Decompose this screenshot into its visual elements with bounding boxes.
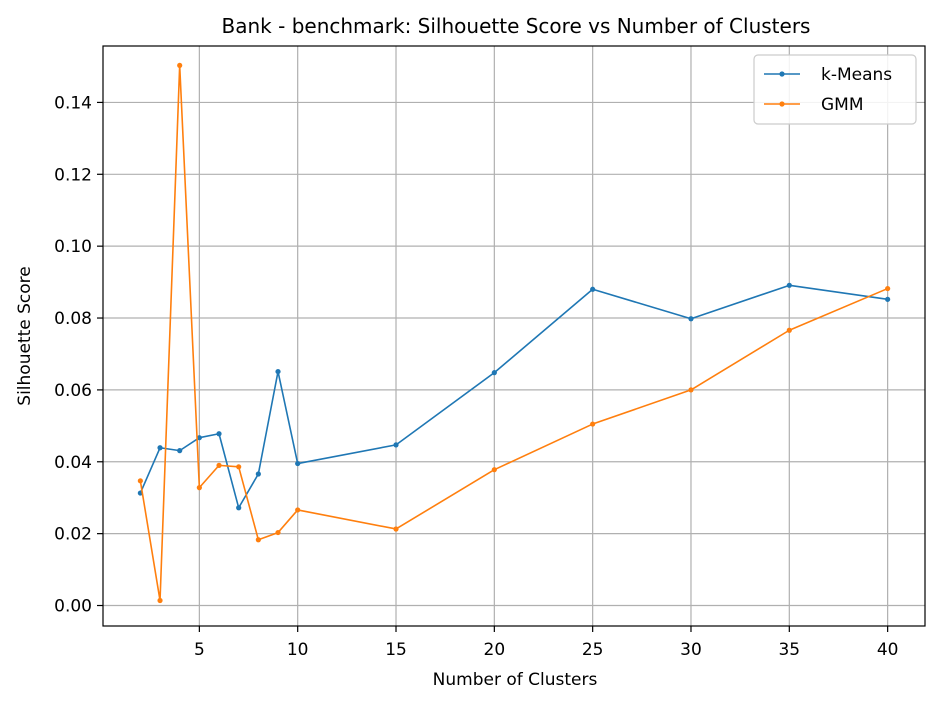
data-point (491, 370, 497, 376)
data-point (393, 526, 399, 532)
data-point (255, 537, 261, 543)
data-point (157, 597, 163, 604)
chart-title: Bank - benchmark: Silhouette Score vs Nu… (222, 14, 811, 38)
x-tick-label: 5 (194, 640, 205, 660)
series-1 (137, 62, 891, 604)
data-point (216, 462, 222, 468)
series-layer (137, 62, 891, 604)
legend-label: GMM (821, 95, 864, 115)
data-point (196, 485, 202, 491)
data-point (786, 327, 792, 333)
data-point (177, 62, 183, 69)
data-point (295, 507, 301, 513)
data-point (137, 478, 143, 484)
x-tick-label: 35 (778, 640, 800, 660)
data-point (885, 285, 891, 292)
x-tick-label: 30 (680, 640, 702, 660)
y-tick-label: 0.10 (54, 237, 92, 257)
data-point (393, 442, 399, 448)
legend-marker (779, 71, 785, 77)
data-point (275, 529, 281, 536)
x-tick-label: 20 (484, 640, 506, 660)
legend-marker (779, 101, 785, 107)
data-point (157, 445, 163, 451)
axis-ticks: 5 10 15 20 25 30 35 40 0.00 0.02 0.04 0.06 0.08 0.10 0… (54, 93, 898, 660)
x-tick-label: 25 (582, 640, 604, 660)
data-point (236, 464, 242, 470)
y-axis-label: Silhouette Score (15, 266, 35, 405)
series-line (139, 284, 888, 509)
data-point (885, 296, 891, 302)
grid-lines (103, 46, 925, 626)
data-point (688, 316, 694, 322)
series-line (139, 64, 888, 602)
x-axis-label: Number of Clusters (433, 670, 598, 690)
y-tick-label: 0.12 (54, 165, 92, 185)
data-point (177, 448, 183, 454)
legend: k-Means GMM (753, 54, 917, 125)
plot-frame (102, 45, 926, 627)
y-tick-label: 0.00 (54, 597, 92, 617)
data-point (216, 431, 222, 437)
data-point (275, 368, 281, 375)
data-point (491, 467, 497, 473)
series-0 (137, 282, 891, 511)
data-point (590, 286, 596, 292)
y-tick-label: 0.06 (54, 381, 92, 401)
data-point (236, 505, 242, 511)
x-tick-label: 15 (385, 640, 407, 660)
x-tick-label: 40 (877, 640, 899, 660)
data-point (255, 471, 261, 477)
y-tick-label: 0.02 (54, 525, 92, 545)
legend-box (753, 54, 917, 125)
data-point (590, 421, 596, 427)
y-tick-label: 0.14 (54, 93, 92, 113)
y-tick-label: 0.08 (54, 309, 92, 329)
data-point (688, 387, 694, 393)
data-point (786, 282, 792, 288)
data-point (196, 435, 202, 441)
y-tick-label: 0.04 (54, 453, 92, 473)
data-point (295, 460, 301, 467)
x-tick-label: 10 (287, 640, 309, 660)
legend-label: k-Means (821, 65, 892, 85)
